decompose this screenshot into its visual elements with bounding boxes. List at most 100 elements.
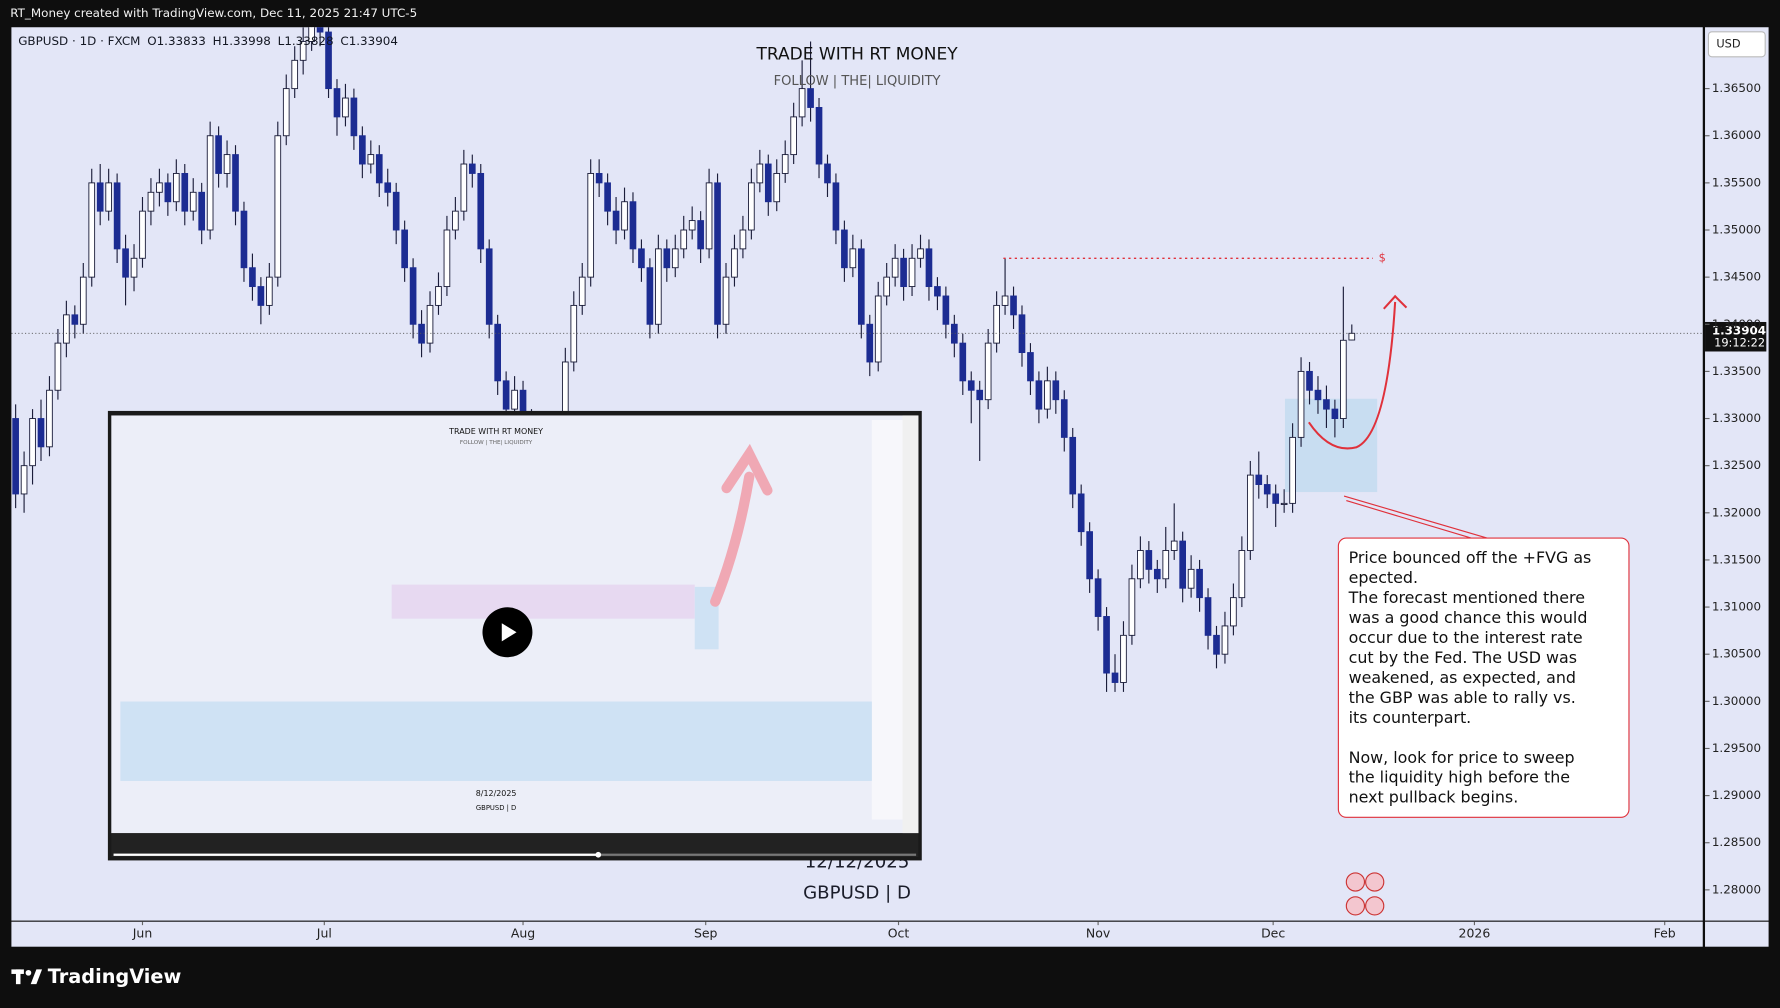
- candle-body: [798, 88, 806, 118]
- candle-body: [1027, 352, 1034, 382]
- candle-body: [198, 191, 206, 231]
- y-tick-label: 1.28000: [1712, 882, 1761, 896]
- play-button[interactable]: [482, 607, 533, 658]
- candle-body: [849, 248, 857, 269]
- candle-body: [1035, 380, 1043, 410]
- candle-body: [206, 135, 214, 231]
- candle-body: [375, 154, 383, 184]
- candle-body: [1331, 408, 1339, 419]
- candle-body: [1230, 597, 1237, 627]
- candle-body: [189, 191, 197, 212]
- candle-body: [874, 295, 882, 363]
- candle-body: [925, 248, 933, 288]
- candle-body: [468, 163, 476, 174]
- ohlc-value: 1.33828: [284, 33, 333, 47]
- candle-body: [832, 182, 840, 231]
- candle-body: [722, 276, 730, 325]
- time-axis: [11, 921, 1703, 947]
- candle-body: [841, 229, 848, 269]
- x-tick-label: Nov: [1086, 926, 1110, 941]
- candle-body: [223, 154, 231, 174]
- candle-body: [1120, 634, 1127, 683]
- candle-body: [714, 182, 721, 325]
- candle-body: [392, 191, 400, 231]
- candle-body: [1238, 550, 1246, 599]
- x-tick-label: Jul: [316, 926, 332, 941]
- candle-body: [511, 389, 518, 410]
- candle-body: [764, 163, 772, 203]
- candle-body: [79, 276, 87, 325]
- video-date: 8/12/2025: [476, 789, 517, 798]
- candle-body: [181, 172, 189, 212]
- video-symbol: GBPUSD | D: [476, 804, 516, 812]
- forecast-arrow: [1308, 301, 1397, 450]
- candle-body: [1077, 493, 1085, 533]
- candle-body: [1179, 540, 1186, 589]
- candle-body: [587, 172, 595, 278]
- candle-body: [773, 172, 781, 203]
- event-icon: [1365, 896, 1385, 916]
- candle-body: [1306, 370, 1313, 391]
- candle-body: [807, 88, 814, 108]
- candle-body: [452, 210, 459, 231]
- candle-body: [917, 248, 924, 259]
- candle-body: [485, 248, 493, 325]
- y-tick-label: 1.31500: [1712, 552, 1761, 566]
- video-embed: TRADE WITH RT MONEY FOLLOW | THE| LIQUIDI…: [107, 410, 922, 861]
- candle-body: [1137, 550, 1144, 580]
- candle-body: [857, 248, 865, 325]
- candle-body: [1280, 502, 1288, 505]
- candle-body: [139, 210, 146, 259]
- candle-body: [1204, 597, 1212, 636]
- y-tick-label: 1.30500: [1712, 647, 1761, 661]
- ohlc-value: 1.33833: [157, 33, 206, 47]
- chart-title: TRADE WITH RT MONEY: [755, 44, 958, 64]
- candle-body: [88, 182, 96, 278]
- overlay: GBPUSD · 1D · FXCM O1.33833 H1.33998 L1.338…: [18, 31, 1767, 916]
- x-tick-label: Oct: [888, 926, 910, 941]
- y-tick-label: 1.36000: [1712, 128, 1761, 142]
- candle-body: [46, 389, 53, 448]
- candle-body: [130, 257, 138, 278]
- video-arrow: [710, 471, 755, 607]
- logo-part: [25, 969, 32, 976]
- candle-body: [612, 210, 620, 231]
- footer-logo: TradingView: [11, 965, 181, 988]
- candle-body: [748, 182, 755, 231]
- candle-body: [367, 154, 375, 165]
- video-arrow-head: [721, 443, 773, 496]
- video-zone: [391, 584, 695, 619]
- candle-body: [435, 286, 442, 306]
- candle-body: [595, 172, 603, 184]
- candle-body: [240, 210, 248, 269]
- play-icon[interactable]: [501, 623, 517, 642]
- y-tick-label: 1.32000: [1712, 505, 1761, 519]
- candle-body: [426, 304, 434, 344]
- event-icon: [1345, 872, 1366, 892]
- candle-body: [1111, 672, 1119, 683]
- candle-body: [1263, 484, 1271, 495]
- candle-body: [680, 229, 688, 250]
- candle-body: [1044, 380, 1051, 410]
- logo-part: [15, 969, 21, 985]
- video-subtitle: FOLLOW | THE| LIQUIDITY: [460, 440, 533, 446]
- candle-body: [1052, 380, 1060, 401]
- annotation-line: was a good chance this would: [1349, 608, 1588, 627]
- candle-body: [604, 182, 611, 212]
- y-tick-label: 1.32500: [1712, 458, 1761, 472]
- price-axis: [1705, 27, 1769, 921]
- candle-body: [824, 163, 831, 184]
- candle-body: [1018, 314, 1026, 354]
- candle-body: [578, 276, 586, 306]
- candle-body: [1153, 568, 1161, 580]
- video-axis: [871, 420, 903, 820]
- candle-body: [460, 163, 468, 212]
- x-tick-label: Feb: [1654, 926, 1676, 941]
- candle-body: [1010, 295, 1017, 316]
- candle-body: [908, 257, 916, 288]
- candle-body: [934, 286, 941, 297]
- ohlc-label: L: [278, 33, 285, 47]
- candle-body: [1086, 531, 1093, 580]
